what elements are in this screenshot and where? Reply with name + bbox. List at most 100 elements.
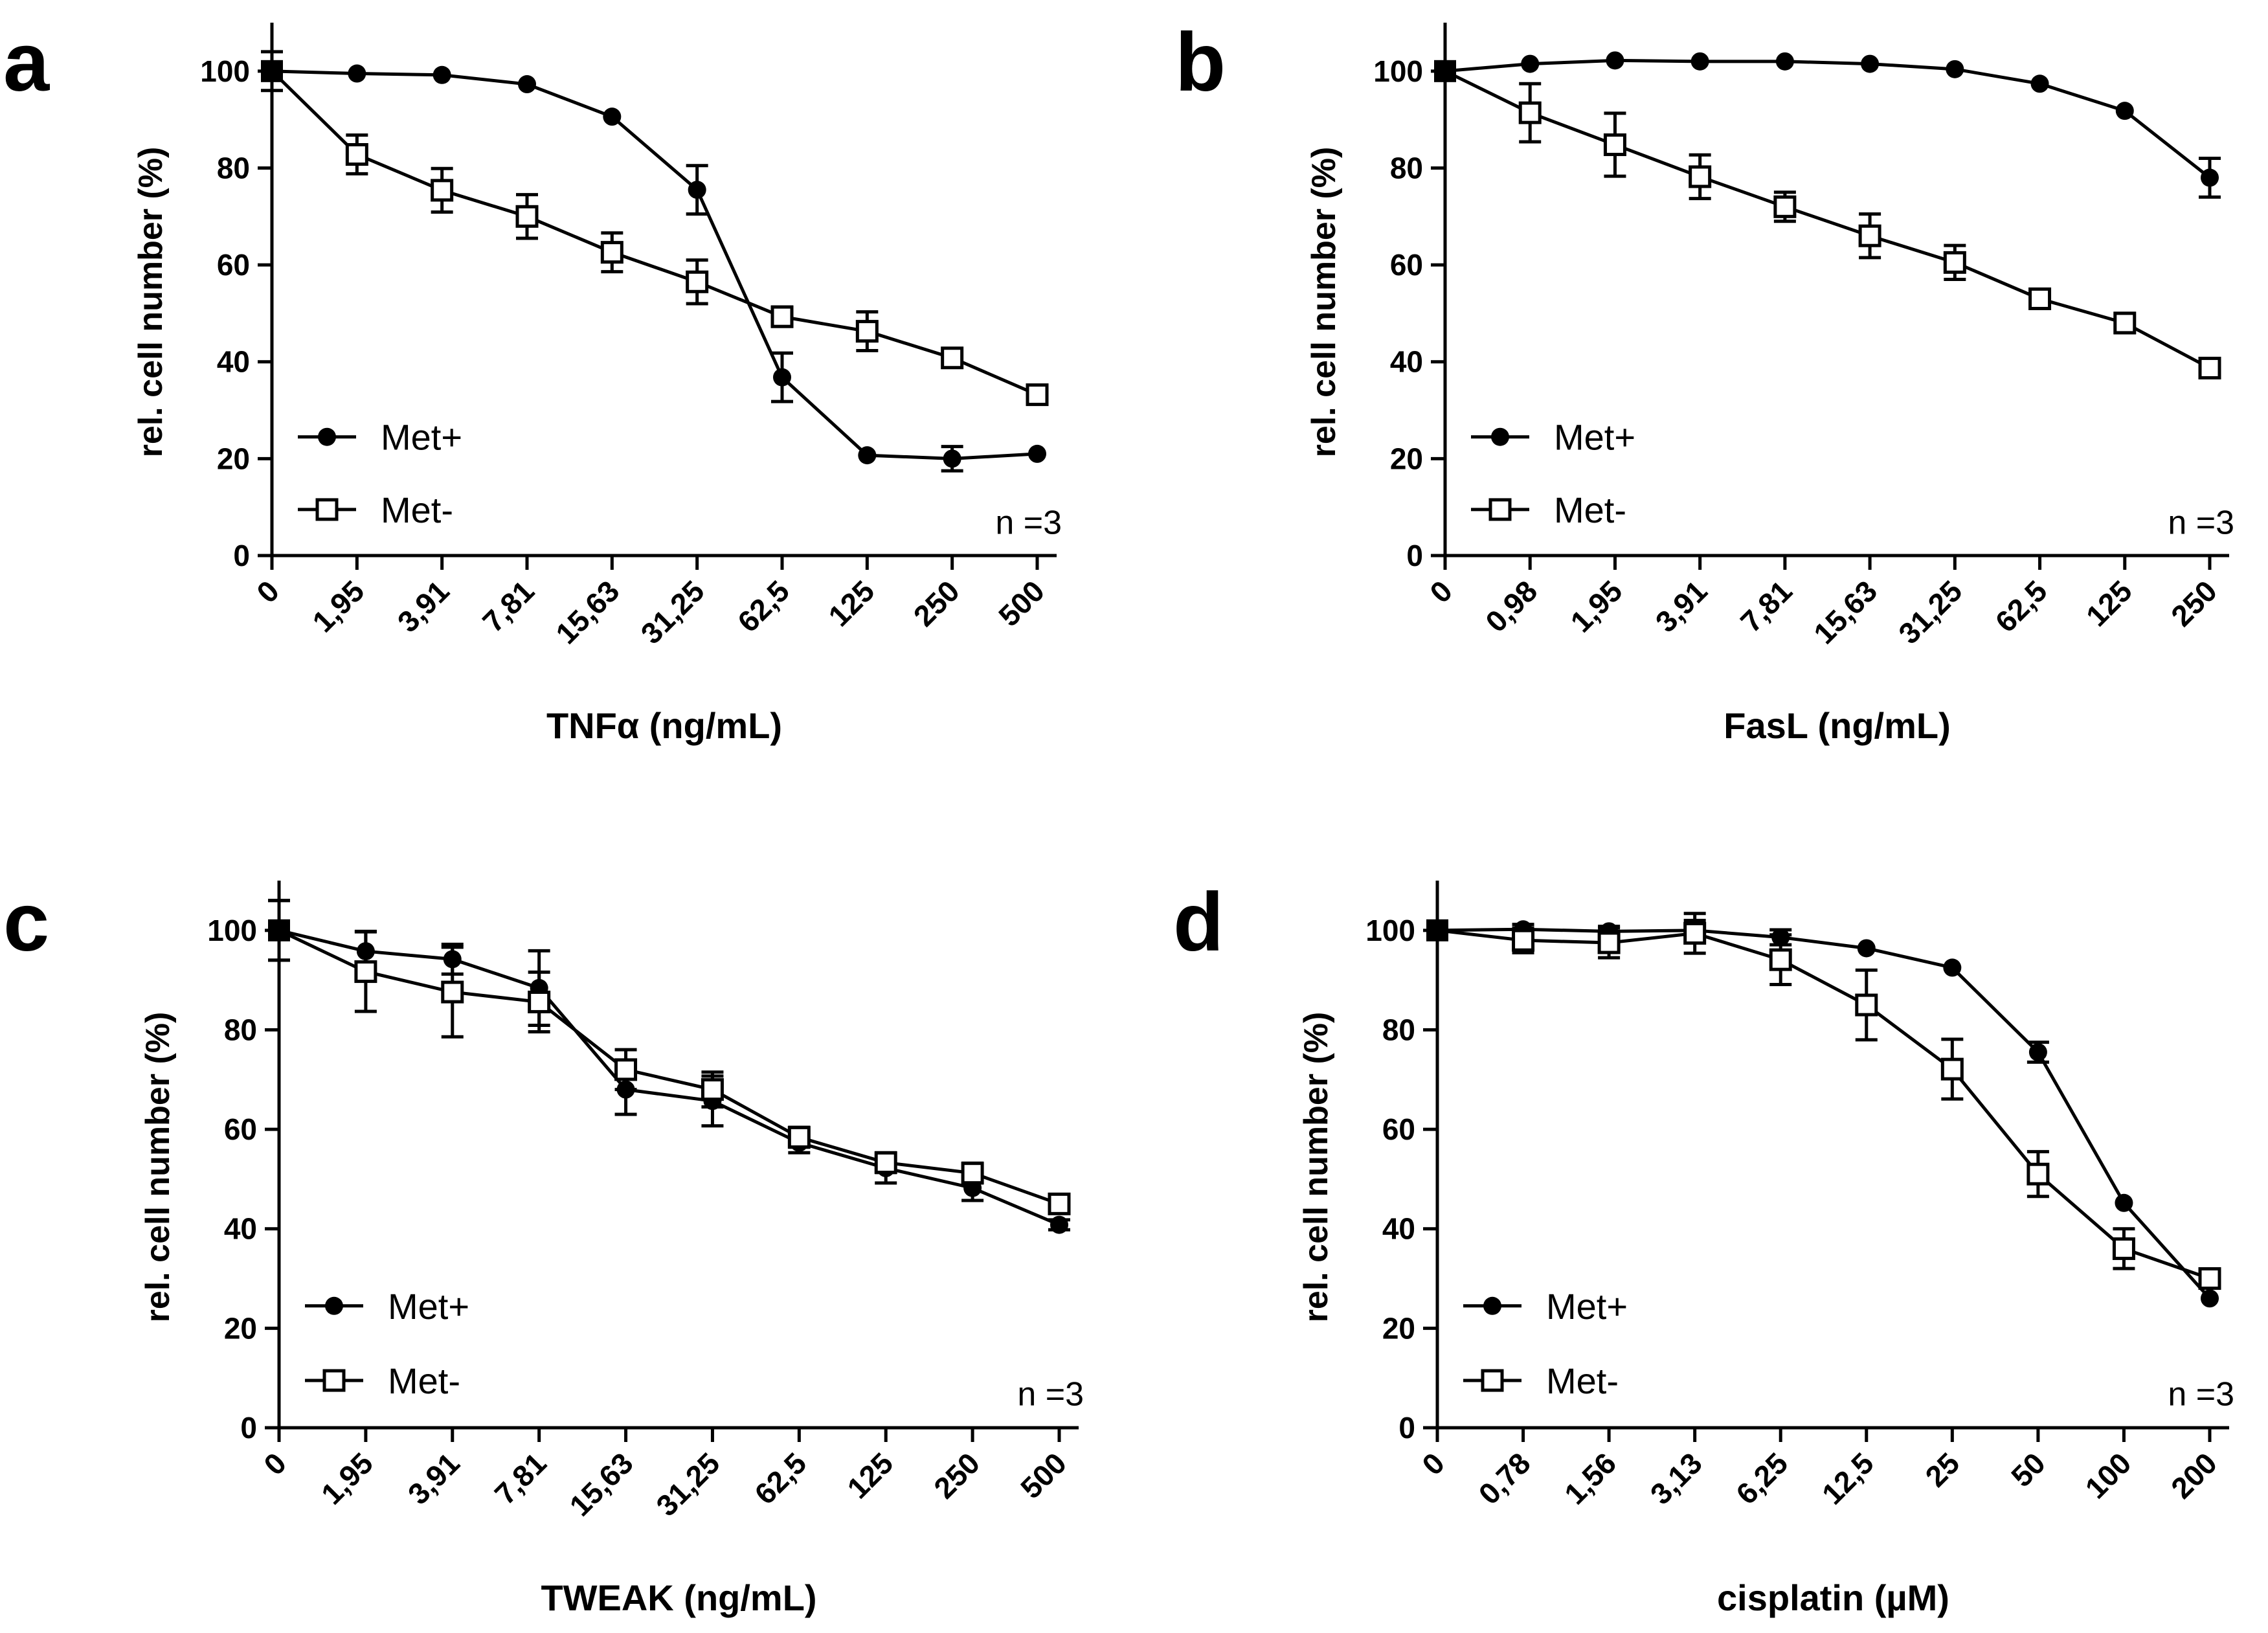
panel-b: b 0 20 40 60 80 100 0 0,98 1,95 3,91 7,81 15,63 31,25…	[1175, 16, 2234, 746]
panel-d: d 0 20 40 60 80 100 0 0,78 1,56 3,13 6,25 12,5 25 50 10…	[1173, 876, 2234, 1618]
data-point	[1512, 929, 1535, 952]
x-tick-label: 15,63	[563, 1446, 639, 1522]
data-point	[874, 1151, 897, 1175]
x-tick-label: 3,91	[1649, 574, 1714, 638]
data-point	[1597, 931, 1621, 954]
data-point	[2201, 1289, 2219, 1308]
legend-marker	[1481, 1369, 1504, 1392]
y-tick-label: 0	[1406, 539, 1423, 572]
series-line	[1444, 69, 2211, 370]
panel-label: c	[3, 876, 49, 969]
sample-size-note: n =3	[2168, 504, 2234, 541]
y-tick-label: 0	[240, 1411, 257, 1445]
series-met-minus	[268, 899, 1071, 1215]
x-tick-label: 6,25	[1729, 1446, 1794, 1511]
x-tick-label: 7,81	[476, 574, 541, 638]
x-tick-label: 31,25	[1892, 574, 1968, 650]
data-point	[1426, 919, 1448, 941]
x-tick-label: 15,63	[549, 574, 625, 650]
x-tick-label: 1,56	[1558, 1446, 1622, 1511]
series-line	[1444, 58, 2211, 179]
x-tick-label: 0	[250, 574, 286, 609]
data-point	[2198, 356, 2221, 379]
data-point	[1050, 1215, 1068, 1234]
x-tick-label: 12,5	[1815, 1446, 1880, 1511]
y-tick-label: 40	[1390, 345, 1423, 379]
series-met-plus	[1428, 918, 2219, 1308]
sample-size-note: n =3	[2168, 1375, 2234, 1413]
x-tick-label: 0	[1415, 1446, 1451, 1481]
legend-label: Met-	[1554, 490, 1626, 530]
y-axis-label: rel. cell number (%)	[132, 147, 170, 458]
data-point	[261, 60, 283, 82]
y-tick-label: 40	[1382, 1212, 1415, 1246]
x-tick-label: 100	[2078, 1446, 2137, 1505]
data-point	[1603, 133, 1626, 157]
data-point	[2198, 1267, 2221, 1290]
sample-size-note: n =3	[1017, 1375, 1084, 1413]
data-point	[961, 1162, 984, 1185]
y-tick-label: 80	[224, 1013, 257, 1046]
series-line	[1437, 929, 2210, 1280]
panel-a: a 0 20 40 60 80 100 0 1,95 3,91 7,81 15,63 31,25 62,5…	[3, 16, 1062, 746]
x-tick-label: 50	[2004, 1446, 2052, 1493]
series-met-minus	[261, 50, 1049, 407]
data-point	[941, 346, 964, 370]
legend-label: Met+	[1546, 1286, 1628, 1327]
series-line	[1437, 927, 2211, 1300]
data-point	[1028, 444, 1046, 463]
legend-label: Met-	[381, 490, 453, 530]
data-point	[1773, 195, 1797, 218]
series-met-minus	[1426, 912, 2221, 1290]
y-tick-label: 0	[1398, 1411, 1415, 1445]
y-axis-label: rel. cell number (%)	[139, 1012, 177, 1323]
data-point	[2028, 1043, 2047, 1062]
series-met-plus	[263, 62, 1046, 473]
data-point	[345, 143, 368, 166]
x-tick-label: 7,81	[488, 1446, 553, 1511]
data-point	[855, 320, 879, 343]
legend: Met+ Met-	[1463, 1286, 1628, 1401]
data-point	[603, 107, 622, 126]
panel-c: c 0 20 40 60 80 100 0 1,95 3,91 7,81 15,63 31,25 62,5…	[3, 876, 1084, 1618]
data-point	[1858, 224, 1881, 247]
y-tick-label: 80	[217, 151, 250, 185]
y-tick-label: 0	[233, 539, 250, 572]
data-point	[268, 919, 290, 941]
x-axis-label: TWEAK (ng/mL)	[541, 1577, 816, 1618]
data-point	[432, 65, 451, 84]
data-point	[1855, 993, 1878, 1017]
data-point	[1940, 1057, 1964, 1081]
data-point	[1521, 54, 1540, 73]
data-point	[2113, 311, 2137, 335]
data-point	[1861, 54, 1880, 73]
x-axis-label: TNFα (ng/mL)	[546, 705, 782, 746]
x-tick-label: 1,95	[306, 574, 370, 638]
data-point	[686, 270, 709, 293]
data-point	[528, 990, 551, 1013]
series-line	[271, 70, 1038, 396]
series-met-plus	[1436, 51, 2221, 199]
y-tick-label: 80	[1382, 1013, 1415, 1046]
data-point	[515, 205, 539, 228]
y-axis-label: rel. cell number (%)	[1297, 1012, 1335, 1323]
data-point	[1690, 52, 1709, 71]
x-tick-label: 1,95	[315, 1446, 379, 1511]
data-point	[787, 1125, 811, 1149]
y-tick-label: 20	[1382, 1311, 1415, 1345]
x-tick-label: 125	[2080, 574, 2139, 633]
data-point	[600, 241, 623, 264]
x-axis-label: cisplatin (µM)	[1717, 1577, 1949, 1618]
data-point	[688, 181, 706, 199]
x-tick-label: 3,91	[401, 1446, 466, 1511]
y-tick-label: 20	[217, 442, 250, 475]
x-tick-label: 62,5	[748, 1446, 813, 1511]
x-tick-label: 250	[927, 1446, 986, 1505]
data-point	[2115, 1193, 2133, 1212]
data-point	[2201, 168, 2219, 187]
x-tick-label: 3,13	[1644, 1446, 1709, 1511]
data-point	[1689, 165, 1712, 188]
legend-marker	[322, 1369, 346, 1392]
